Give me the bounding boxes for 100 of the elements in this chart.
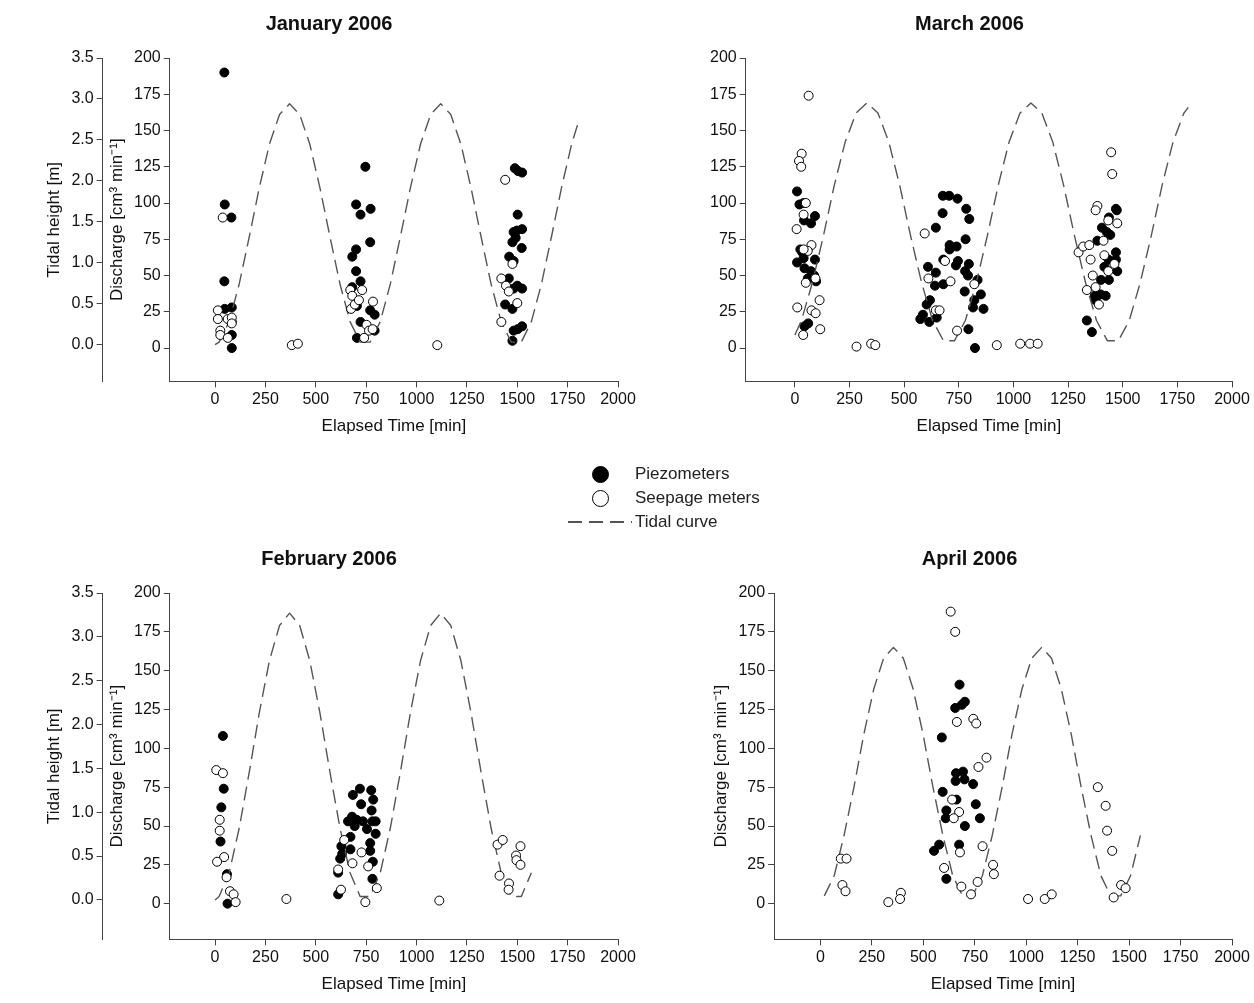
y-tick-label: 125 bbox=[134, 157, 161, 175]
y-tick-label: 0 bbox=[151, 894, 161, 912]
y-tick-label: 25 bbox=[142, 302, 161, 320]
y-axis-title: Discharge [cm³ min⁻¹] bbox=[710, 684, 730, 848]
y-tick-label: 125 bbox=[709, 157, 737, 175]
x-tick-label: 1500 bbox=[499, 390, 536, 408]
y2-tick-label: 0.0 bbox=[71, 334, 94, 352]
y-tick-label: 200 bbox=[134, 48, 161, 66]
x-tick-label: 750 bbox=[961, 948, 989, 966]
x-tick-label: 750 bbox=[352, 948, 380, 966]
chart-title: April 2006 bbox=[921, 546, 1018, 569]
legend-label: Piezometers bbox=[635, 464, 730, 484]
y-tick-label: 25 bbox=[718, 302, 737, 320]
y-tick-label: 75 bbox=[747, 777, 766, 795]
y2-axis-title: Tidal height [m] bbox=[43, 161, 63, 278]
y-tick-label: 50 bbox=[142, 816, 161, 834]
y-tick-label: 100 bbox=[709, 193, 737, 211]
y-tick-label: 200 bbox=[134, 583, 161, 601]
y-tick-label: 150 bbox=[709, 120, 737, 138]
x-tick-label: 1000 bbox=[398, 390, 435, 408]
x-tick-label: 1250 bbox=[1050, 390, 1086, 408]
y-tick-label: 200 bbox=[709, 48, 737, 66]
y-tick-label: 150 bbox=[134, 661, 161, 679]
y-tick-label: 25 bbox=[747, 855, 766, 873]
y-tick-label: 125 bbox=[738, 699, 766, 717]
y-tick-label: 100 bbox=[738, 738, 766, 756]
y2-tick-label: 2.5 bbox=[71, 130, 94, 148]
y-tick-label: 175 bbox=[134, 622, 161, 640]
y-tick-label: 175 bbox=[738, 622, 766, 640]
x-tick-label: 500 bbox=[890, 390, 918, 408]
x-tick-label: 250 bbox=[252, 948, 279, 966]
y-axis-title: Discharge [cm³ min⁻¹] bbox=[106, 138, 126, 302]
x-tick-label: 1750 bbox=[549, 948, 586, 966]
y-tick-label: 175 bbox=[134, 84, 161, 102]
y-tick-label: 175 bbox=[709, 84, 737, 102]
y2-tick-label: 2.5 bbox=[71, 671, 94, 689]
y2-tick-label: 0.5 bbox=[71, 294, 94, 312]
x-tick-label: 750 bbox=[352, 390, 380, 408]
y2-tick-label: 2.0 bbox=[71, 714, 94, 732]
x-tick-label: 1250 bbox=[449, 948, 485, 966]
y-tick-label: 150 bbox=[134, 120, 161, 138]
x-tick-label: 1250 bbox=[449, 390, 485, 408]
x-axis-title: Elapsed Time [min] bbox=[321, 974, 467, 994]
x-tick-label: 0 bbox=[210, 948, 220, 966]
x-tick-label: 2000 bbox=[1214, 948, 1250, 966]
y-tick-label: 50 bbox=[747, 816, 766, 834]
x-axis-title: Elapsed Time [min] bbox=[916, 416, 1062, 436]
x-tick-label: 1000 bbox=[995, 390, 1032, 408]
y-tick-label: 50 bbox=[142, 265, 161, 283]
y-tick-label: 25 bbox=[142, 855, 161, 873]
y2-tick-label: 0.0 bbox=[71, 890, 94, 908]
x-tick-label: 1750 bbox=[549, 390, 586, 408]
y-axis-title: Discharge [cm³ min⁻¹] bbox=[106, 684, 126, 848]
x-tick-label: 250 bbox=[836, 390, 863, 408]
x-axis-title: Elapsed Time [min] bbox=[930, 974, 1076, 994]
y-tick-label: 0 bbox=[727, 338, 737, 356]
y-tick-label: 75 bbox=[142, 229, 161, 247]
x-tick-label: 250 bbox=[858, 948, 886, 966]
x-tick-label: 1000 bbox=[398, 948, 435, 966]
y2-tick-label: 3.5 bbox=[71, 583, 94, 601]
chart-title: January 2006 bbox=[265, 11, 393, 34]
y-tick-label: 50 bbox=[718, 265, 737, 283]
x-tick-label: 500 bbox=[909, 948, 937, 966]
x-tick-label: 2000 bbox=[1214, 390, 1250, 408]
x-tick-label: 1500 bbox=[1104, 390, 1141, 408]
legend-label: Tidal curve bbox=[635, 512, 718, 532]
y2-axis-title: Tidal height [m] bbox=[43, 708, 63, 824]
x-tick-label: 1500 bbox=[499, 948, 536, 966]
x-axis-title: Elapsed Time [min] bbox=[321, 416, 467, 436]
y-tick-label: 0 bbox=[151, 338, 161, 356]
y-tick-label: 75 bbox=[718, 229, 737, 247]
y-tick-label: 0 bbox=[756, 894, 766, 912]
y2-tick-label: 2.0 bbox=[71, 171, 94, 189]
y-tick-label: 100 bbox=[134, 738, 161, 756]
x-tick-label: 750 bbox=[945, 390, 973, 408]
x-tick-label: 0 bbox=[790, 390, 800, 408]
y2-tick-label: 0.5 bbox=[71, 846, 94, 864]
x-tick-label: 1000 bbox=[1008, 948, 1045, 966]
y-tick-label: 150 bbox=[738, 661, 766, 679]
x-tick-label: 0 bbox=[210, 390, 220, 408]
y-tick-label: 200 bbox=[738, 583, 766, 601]
x-tick-label: 1750 bbox=[1159, 390, 1196, 408]
y2-tick-label: 1.0 bbox=[71, 253, 94, 271]
x-tick-label: 1750 bbox=[1162, 948, 1199, 966]
legend-label: Seepage meters bbox=[635, 488, 760, 508]
x-tick-label: 500 bbox=[302, 948, 330, 966]
y2-tick-label: 1.5 bbox=[71, 212, 94, 230]
chart-title: March 2006 bbox=[915, 11, 1024, 34]
y-tick-label: 100 bbox=[134, 193, 161, 211]
y2-tick-label: 3.0 bbox=[71, 627, 94, 645]
y2-tick-label: 1.5 bbox=[71, 758, 94, 776]
y-tick-label: 75 bbox=[142, 777, 161, 795]
x-tick-label: 1250 bbox=[1059, 948, 1096, 966]
x-tick-label: 1500 bbox=[1111, 948, 1147, 966]
x-tick-label: 250 bbox=[252, 390, 279, 408]
x-tick-label: 0 bbox=[815, 948, 825, 966]
y2-tick-label: 3.5 bbox=[71, 48, 94, 66]
y2-tick-label: 1.0 bbox=[71, 802, 94, 820]
y2-tick-label: 3.0 bbox=[71, 89, 94, 107]
chart-title: February 2006 bbox=[261, 546, 397, 569]
